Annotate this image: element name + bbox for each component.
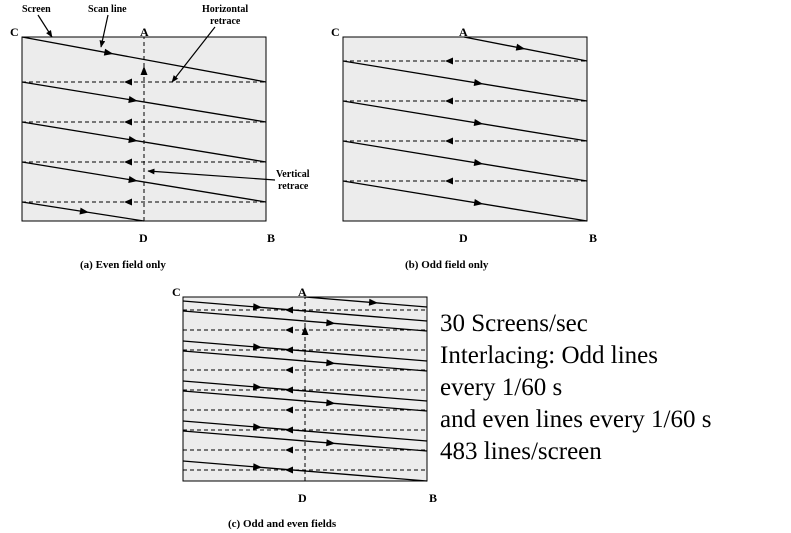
scan-lines-b xyxy=(342,36,588,222)
label-vertical-retrace-1: Vertical xyxy=(276,169,310,180)
scan-line xyxy=(342,100,588,142)
scan-direction-arrowhead xyxy=(103,48,114,56)
scan-direction-arrowhead xyxy=(252,463,263,471)
scan-line xyxy=(342,60,588,102)
caption-b: (b) Odd field only xyxy=(405,259,489,271)
note-every-60: every 1/60 s xyxy=(440,374,563,401)
label-vertical-retrace-2: retrace xyxy=(278,181,309,192)
scan-line xyxy=(463,36,588,62)
label-screen: Screen xyxy=(22,4,51,15)
corner-a-b: A xyxy=(459,25,468,39)
note-screens-per-sec: 30 Screens/sec xyxy=(440,310,588,337)
corner-b-c: B xyxy=(429,491,437,505)
retrace-arrowhead xyxy=(124,198,132,206)
label-horizontal-retrace-2: retrace xyxy=(210,16,241,27)
caption-a: (a) Even field only xyxy=(80,259,166,271)
corner-b-b: B xyxy=(589,231,597,245)
note-even-lines: and even lines every 1/60 s xyxy=(440,406,712,433)
retrace-arrowhead xyxy=(285,346,293,354)
scan-line xyxy=(182,380,428,402)
callout-screen-arrow xyxy=(37,14,53,38)
scan-direction-arrowhead xyxy=(128,96,138,103)
callout-scan-line-arrow xyxy=(99,14,109,48)
scan-direction-arrowhead xyxy=(515,43,526,51)
retrace-arrowhead xyxy=(445,57,453,65)
scan-direction-arrowhead xyxy=(473,159,484,166)
scan-direction-arrowhead xyxy=(79,207,89,215)
retrace-arrowhead xyxy=(285,306,293,314)
corner-a-c: A xyxy=(298,285,307,299)
scan-lines-a xyxy=(21,36,267,222)
vertical-retrace-arrowhead xyxy=(140,66,148,75)
scan-direction-arrowhead xyxy=(326,319,336,327)
corner-c-a: C xyxy=(10,25,19,39)
corner-d-b: D xyxy=(459,231,468,245)
corner-c-c: C xyxy=(172,285,181,299)
vertical-retrace-arrowhead xyxy=(301,326,309,335)
corner-a-a: A xyxy=(140,25,149,39)
scan-direction-arrowhead xyxy=(473,199,484,206)
scan-direction-arrowhead xyxy=(473,119,484,126)
scan-direction-arrowhead xyxy=(252,383,263,391)
panel-odd-field: C A D B (b) Odd field only xyxy=(331,25,597,271)
panel-odd-and-even-fields: C A D B (c) Odd and even fields xyxy=(172,285,437,530)
scan-lines-c xyxy=(182,296,428,482)
scan-direction-arrowhead xyxy=(473,79,484,86)
retrace-arrowhead xyxy=(285,466,293,474)
corner-b-a: B xyxy=(267,231,275,245)
caption-c: (c) Odd and even fields xyxy=(228,518,337,530)
scan-line xyxy=(182,310,428,332)
retrace-arrowhead xyxy=(445,137,453,145)
note-interlacing: Interlacing: Odd lines xyxy=(440,342,658,369)
scan-line xyxy=(182,430,428,452)
label-scan-line: Scan line xyxy=(88,4,127,15)
corner-d-a: D xyxy=(139,231,148,245)
note-lines-per-screen: 483 lines/screen xyxy=(440,438,602,465)
retrace-arrowhead xyxy=(285,406,293,414)
scan-direction-arrowhead xyxy=(368,298,379,306)
retrace-arrowhead xyxy=(124,158,132,166)
retrace-arrowhead xyxy=(285,426,293,434)
callout-vertical-retrace-arrow xyxy=(147,168,276,181)
scan-direction-arrowhead xyxy=(128,136,138,143)
retrace-arrowhead xyxy=(285,446,293,454)
scan-direction-arrowhead xyxy=(128,176,138,183)
scan-direction-arrowhead xyxy=(252,303,263,311)
notes-list: 30 Screens/sec Interlacing: Odd lines ev… xyxy=(440,308,711,468)
scan-direction-arrowhead xyxy=(326,399,336,407)
panel-even-field: C A D B Screen Scan line Horizontal retr… xyxy=(10,4,310,271)
scan-direction-arrowhead xyxy=(326,439,336,447)
label-horizontal-retrace-1: Horizontal xyxy=(202,4,248,15)
retrace-arrowhead xyxy=(445,177,453,185)
screen-rect-b xyxy=(342,36,588,222)
callout-horizontal-retrace-arrow xyxy=(171,26,216,83)
scan-line xyxy=(304,296,428,308)
retrace-arrowhead xyxy=(124,118,132,126)
retrace-arrowhead xyxy=(124,78,132,86)
scan-direction-arrowhead xyxy=(326,359,336,367)
corner-d-c: D xyxy=(298,491,307,505)
scan-direction-arrowhead xyxy=(252,343,263,351)
scan-line xyxy=(342,180,588,222)
scan-direction-arrowhead xyxy=(252,423,263,431)
scan-line xyxy=(342,140,588,182)
retrace-arrowhead xyxy=(285,366,293,374)
retrace-arrowhead xyxy=(285,386,293,394)
retrace-arrowhead xyxy=(445,97,453,105)
retrace-arrowhead xyxy=(285,326,293,334)
corner-c-b: C xyxy=(331,25,340,39)
